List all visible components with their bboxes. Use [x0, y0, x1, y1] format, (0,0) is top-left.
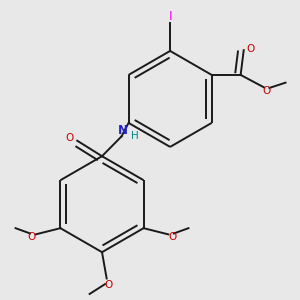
Text: O: O: [246, 44, 255, 54]
Text: O: O: [28, 232, 36, 242]
Text: O: O: [262, 86, 271, 96]
Text: O: O: [104, 280, 112, 290]
Text: N: N: [118, 124, 128, 137]
Text: O: O: [168, 232, 176, 242]
Text: H: H: [130, 131, 138, 141]
Text: I: I: [168, 10, 172, 23]
Text: O: O: [66, 133, 74, 143]
